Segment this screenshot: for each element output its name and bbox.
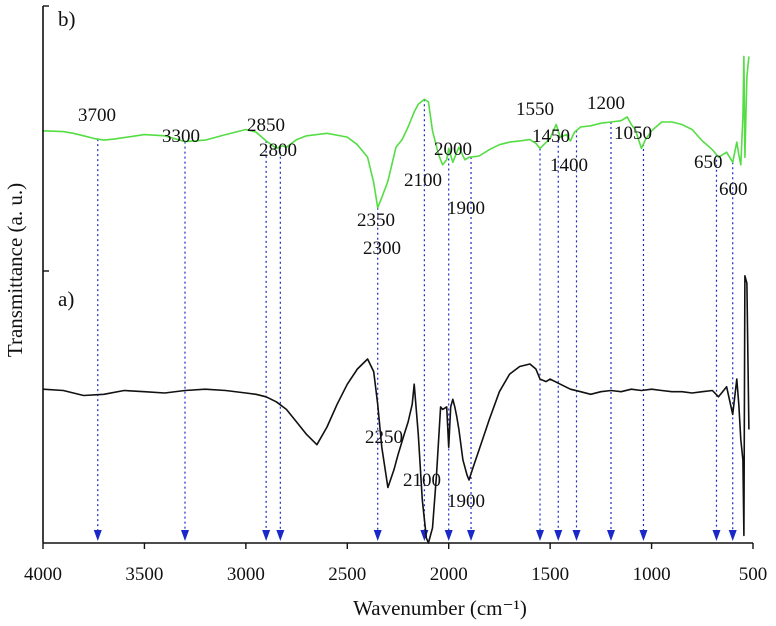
peak-label-b-1900: 1900 (447, 198, 485, 219)
marker-arrow-2350 (373, 530, 382, 541)
series-label-a: a) (58, 287, 74, 311)
peak-label-b-2000: 2000 (434, 139, 472, 160)
marker-arrow-1200 (607, 530, 615, 541)
x-tick-label-3000: 3000 (227, 564, 265, 585)
marker-arrow-1550 (536, 530, 544, 541)
marker-arrow-600 (728, 530, 737, 541)
marker-arrow-2000 (444, 530, 453, 541)
y-axis-title: Transmittance (a. u.) (3, 183, 27, 357)
x-tick-label-3500: 3500 (125, 564, 163, 585)
x-tick-label-4000: 4000 (24, 564, 62, 585)
marker-arrow-1370 (572, 530, 581, 541)
x-tick-label-1000: 1000 (633, 564, 671, 585)
peak-label-b-1550: 1550 (516, 99, 554, 120)
marker-arrow-2900 (262, 530, 271, 541)
series-group (42, 55, 750, 544)
peak-label-b-2100: 2100 (404, 170, 442, 191)
marker-arrow-1460 (554, 530, 563, 541)
x-tick-label-500: 500 (739, 564, 768, 585)
marker-arrow-1890 (467, 530, 476, 541)
peak-label-a-1900: 1900 (447, 491, 485, 512)
peak-label-b-2850: 2850 (247, 115, 285, 136)
axes-group (42, 5, 753, 544)
peak-label-b-600: 600 (719, 179, 748, 200)
peak-label-b-650: 650 (694, 152, 723, 173)
marker-arrow-3730 (93, 530, 102, 541)
peak-label-b-1450: 1450 (532, 126, 570, 147)
series-label-b: b) (58, 7, 76, 31)
peak-label-a-2250: 2250 (365, 427, 403, 448)
peak-label-b-3700: 3700 (78, 105, 116, 126)
marker-arrow-680 (712, 530, 721, 541)
x-tick-label-2000: 2000 (430, 564, 468, 585)
peak-label-b-1400: 1400 (550, 155, 588, 176)
peak-label-b-1200: 1200 (587, 93, 625, 114)
x-tick-label-1500: 1500 (531, 564, 569, 585)
series-line-a (42, 274, 750, 544)
x-tick-label-2500: 2500 (328, 564, 366, 585)
peak-label-a-2100: 2100 (403, 470, 441, 491)
labels-group: Wavenumber (cm⁻¹) Transmittance (a. u.) … (3, 7, 748, 620)
marker-lines-group (93, 99, 737, 541)
series-line-b (42, 55, 750, 209)
peak-label-b-1050: 1050 (614, 123, 652, 144)
peak-label-b-2300: 2300 (363, 238, 401, 259)
peak-label-b-2800: 2800 (259, 140, 297, 161)
peak-label-b-2350: 2350 (357, 210, 395, 231)
peak-label-b-3300: 3300 (162, 126, 200, 147)
marker-arrow-3300 (181, 530, 189, 541)
x-axis-title: Wavenumber (cm⁻¹) (353, 596, 527, 620)
x-tick-group: 4000 3500 3000 2500 2000 1500 1000 500 (24, 543, 767, 585)
marker-arrow-2830 (276, 530, 285, 541)
marker-arrow-1040 (639, 530, 648, 541)
